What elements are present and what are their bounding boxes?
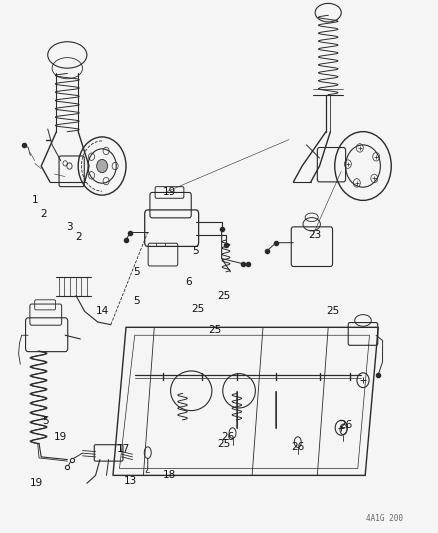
Text: 5: 5 [133, 296, 140, 306]
Text: 2: 2 [75, 232, 81, 243]
Text: 18: 18 [162, 471, 176, 480]
Text: 4A1G 200: 4A1G 200 [365, 514, 403, 523]
Text: 14: 14 [95, 306, 109, 317]
Text: 5: 5 [192, 246, 198, 256]
Ellipse shape [96, 159, 107, 173]
Text: 17: 17 [117, 444, 130, 454]
Text: 6: 6 [185, 277, 192, 287]
Text: 1: 1 [31, 196, 38, 205]
Text: 25: 25 [325, 306, 339, 317]
Text: 26: 26 [221, 432, 234, 442]
Text: 19: 19 [30, 478, 43, 488]
Text: 2: 2 [40, 208, 46, 219]
Text: 26: 26 [338, 420, 351, 430]
Text: 3: 3 [66, 222, 73, 232]
Text: 13: 13 [124, 475, 137, 486]
Text: 5: 5 [42, 416, 49, 426]
Text: 19: 19 [162, 188, 176, 197]
Text: 26: 26 [290, 442, 304, 453]
Text: 5: 5 [133, 267, 140, 277]
Text: 25: 25 [208, 325, 221, 335]
Text: 25: 25 [217, 290, 230, 301]
Text: 25: 25 [217, 439, 230, 449]
Text: 23: 23 [308, 230, 321, 240]
Text: 19: 19 [54, 432, 67, 442]
Text: 25: 25 [191, 304, 204, 314]
